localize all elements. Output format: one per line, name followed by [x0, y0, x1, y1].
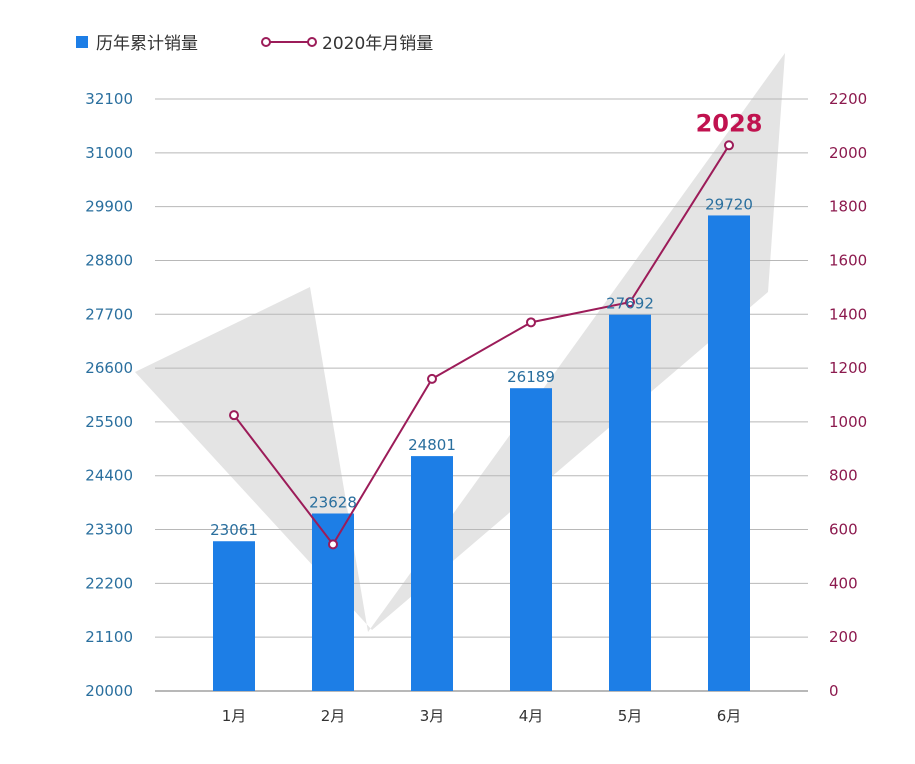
bar [708, 215, 750, 691]
bar [411, 456, 453, 691]
line-point [427, 373, 437, 384]
line-series: 2028 [229, 109, 763, 550]
legend-line-label: 2020年月销量 [322, 34, 433, 54]
right-axis-tick-label: 400 [829, 574, 858, 592]
bar-value-label: 24801 [408, 436, 456, 454]
right-axis-tick-label: 1600 [829, 251, 867, 269]
category-labels: 1月 2月 3月 4月 5月 6月 [222, 707, 742, 725]
left-axis-tick-label: 28800 [85, 251, 133, 269]
bar-value-label: 23628 [309, 493, 357, 511]
left-axis-tick-label: 31000 [85, 144, 133, 162]
left-axis-tick-label: 24400 [85, 467, 133, 485]
category-label: 1月 [222, 707, 247, 725]
legend: 历年累计销量 2020年月销量 [76, 34, 433, 54]
legend-line-marker-left [261, 37, 271, 47]
bar [510, 388, 552, 691]
right-axis-tick-label: 800 [829, 467, 858, 485]
left-axis-tick-label: 29900 [85, 198, 133, 216]
left-axis-tick-label: 23300 [85, 521, 133, 539]
right-axis-tick-label: 0 [829, 682, 839, 700]
right-axis-tick-label: 2000 [829, 144, 867, 162]
bar [609, 314, 651, 691]
bar-value-label: 26189 [507, 368, 555, 386]
line-point [625, 297, 635, 308]
bars [213, 215, 750, 691]
line-point [526, 317, 536, 328]
left-axis-tick-label: 26600 [85, 359, 133, 377]
left-axis: 20000 21100 22200 23300 24400 25500 26600 27700… [85, 90, 133, 700]
legend-bar-swatch [76, 36, 88, 48]
right-axis-tick-label: 600 [829, 521, 858, 539]
left-axis-tick-label: 21100 [85, 628, 133, 646]
series-line [233, 144, 730, 547]
left-axis-tick-label: 25500 [85, 413, 133, 431]
legend-bar-label: 历年累计销量 [96, 34, 198, 54]
line-point [724, 140, 734, 151]
bar-value-label: 29720 [705, 195, 753, 213]
bar-value-labels: 23061 23628 24801 26189 27692 29720 [210, 195, 753, 539]
left-axis-tick-label: 20000 [85, 682, 133, 700]
category-label: 4月 [519, 707, 544, 725]
category-label: 5月 [618, 707, 643, 725]
right-axis-tick-label: 1000 [829, 413, 867, 431]
legend-line-marker-right [307, 37, 317, 47]
right-axis-tick-label: 200 [829, 628, 858, 646]
left-axis-tick-label: 27700 [85, 305, 133, 323]
highlight-value-label: 2028 [696, 109, 763, 137]
left-axis-tick-label: 22200 [85, 574, 133, 592]
category-label: 2月 [321, 707, 346, 725]
right-axis-tick-label: 1400 [829, 305, 867, 323]
line-point [328, 539, 338, 550]
bar-value-label: 27692 [606, 295, 654, 313]
category-label: 3月 [420, 707, 445, 725]
line-point [229, 410, 239, 421]
gridlines [155, 98, 808, 692]
checkmark-background [135, 53, 785, 632]
right-axis: 0 200 400 600 800 1000 1200 1400 1600 1800 2000 220… [829, 90, 867, 700]
bar-value-label: 23061 [210, 521, 258, 539]
right-axis-tick-label: 1800 [829, 198, 867, 216]
right-axis-tick-label: 2200 [829, 90, 867, 108]
bar [213, 541, 255, 691]
right-axis-tick-label: 1200 [829, 359, 867, 377]
left-axis-tick-label: 32100 [85, 90, 133, 108]
category-label: 6月 [717, 707, 742, 725]
